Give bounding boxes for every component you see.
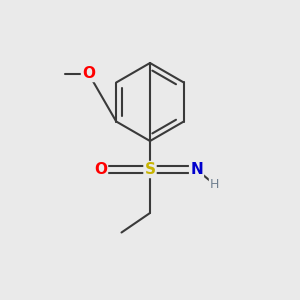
Text: S: S (145, 162, 155, 177)
Text: H: H (210, 178, 219, 191)
Text: O: O (94, 162, 107, 177)
Text: O: O (82, 66, 95, 81)
Text: N: N (190, 162, 203, 177)
